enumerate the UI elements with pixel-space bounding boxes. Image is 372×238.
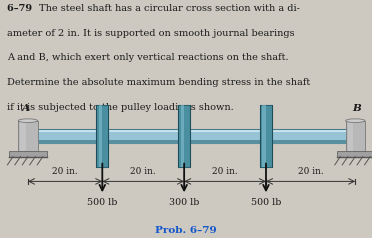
- Bar: [260, 105, 272, 167]
- Text: if it is subjected to the pulley loadings shown.: if it is subjected to the pulley loading…: [7, 103, 234, 112]
- Bar: [262, 105, 266, 167]
- Bar: [178, 105, 190, 167]
- Bar: [346, 121, 365, 151]
- Text: 500 lb: 500 lb: [87, 198, 118, 207]
- Text: Determine the absolute maximum bending stress in the shaft: Determine the absolute maximum bending s…: [7, 78, 311, 87]
- Bar: [337, 151, 372, 157]
- Text: A: A: [22, 104, 30, 113]
- Text: 500 lb: 500 lb: [251, 198, 281, 207]
- Ellipse shape: [18, 119, 38, 123]
- Text: 6–79: 6–79: [7, 4, 39, 13]
- Text: 20 in.: 20 in.: [298, 167, 324, 176]
- Bar: [19, 129, 361, 132]
- Bar: [20, 121, 26, 151]
- Text: 20 in.: 20 in.: [130, 167, 156, 176]
- Text: Prob. 6–79: Prob. 6–79: [155, 226, 217, 235]
- Bar: [18, 121, 38, 151]
- Text: B: B: [353, 104, 362, 113]
- Bar: [19, 132, 361, 140]
- Text: A and B, which exert only vertical reactions on the shaft.: A and B, which exert only vertical react…: [7, 53, 289, 62]
- Text: ameter of 2 in. It is supported on smooth journal bearings: ameter of 2 in. It is supported on smoot…: [7, 29, 295, 38]
- Text: 20 in.: 20 in.: [52, 167, 78, 176]
- Text: 300 lb: 300 lb: [169, 198, 199, 207]
- Bar: [180, 105, 184, 167]
- Text: The steel shaft has a circular cross section with a di-: The steel shaft has a circular cross sec…: [39, 4, 300, 13]
- Bar: [347, 121, 353, 151]
- Bar: [9, 151, 46, 157]
- Bar: [99, 105, 102, 167]
- Bar: [96, 105, 108, 167]
- Bar: [19, 140, 361, 143]
- Text: 20 in.: 20 in.: [212, 167, 238, 176]
- Ellipse shape: [346, 119, 365, 123]
